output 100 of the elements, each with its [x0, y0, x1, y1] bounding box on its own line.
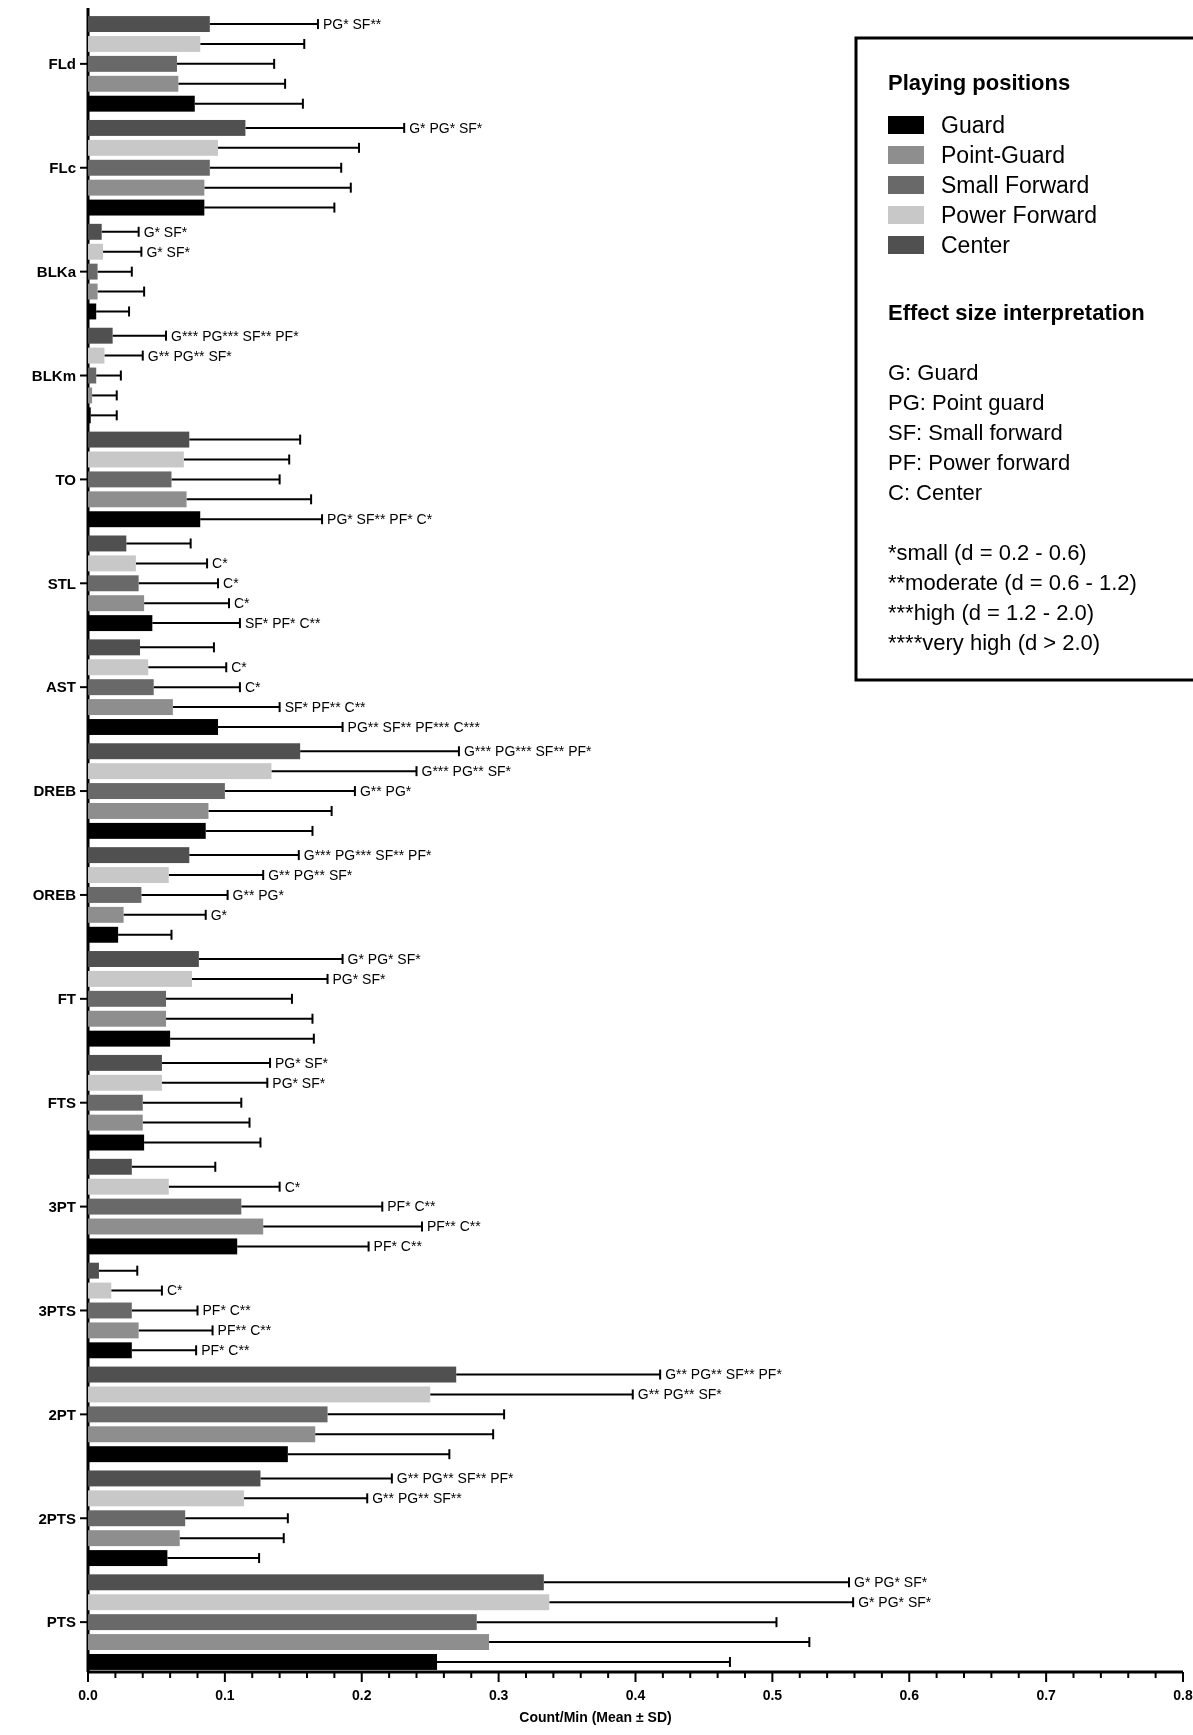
- legend-label: Guard: [941, 112, 1005, 139]
- x-tick-label: 0.8: [1173, 1687, 1193, 1703]
- y-tick-label: 2PT: [48, 1405, 76, 1423]
- bar: [88, 491, 187, 508]
- annotation: G** PG** SF*: [268, 866, 353, 883]
- bar: [88, 1054, 162, 1071]
- annotation: G* PG* SF*: [858, 1594, 932, 1611]
- bar: [88, 75, 179, 92]
- bar: [88, 1614, 477, 1631]
- bar: [88, 159, 210, 176]
- bar: [88, 283, 98, 300]
- annotation: G: Guard: [888, 360, 979, 385]
- bar: [88, 1010, 167, 1027]
- y-tick-label: FLd: [48, 55, 76, 73]
- x-tick-label: 0.6: [899, 1687, 920, 1703]
- annotation: G*** PG*** SF** PF*: [463, 743, 593, 760]
- annotation: G*** PG*** SF** PF*: [171, 327, 300, 344]
- bar: [88, 55, 177, 72]
- bar: [88, 783, 225, 800]
- bar: [88, 1470, 261, 1487]
- bar: [88, 906, 124, 923]
- annotation: PF** C**: [426, 1218, 482, 1235]
- y-tick-label: BLKm: [31, 366, 76, 384]
- bar: [88, 803, 209, 819]
- bar: [88, 867, 169, 883]
- bar: [88, 387, 93, 404]
- bar: [88, 1406, 328, 1423]
- x-axis-title: Count/Min (Mean ± SD): [519, 1709, 672, 1725]
- annotation: PG* SF**: [322, 15, 382, 32]
- annotation: PF* C**: [202, 1302, 252, 1319]
- annotation: *small (d = 0.2 - 0.6): [888, 540, 1087, 565]
- bar: [88, 1302, 132, 1319]
- bar: [88, 1530, 180, 1547]
- y-tick-label: PTS: [46, 1613, 76, 1631]
- x-tick-label: 0.5: [762, 1687, 783, 1703]
- annotation: SF: Small forward: [888, 420, 1063, 445]
- bar: [88, 35, 201, 52]
- y-tick-label: FTS: [47, 1093, 76, 1111]
- y-tick-label: AST: [46, 678, 76, 696]
- annotation: C*: [223, 575, 240, 592]
- bar: [88, 575, 139, 592]
- annotation: SF* PF* C**: [244, 615, 321, 632]
- annotation: G*: [210, 906, 228, 923]
- bar: [88, 1218, 264, 1235]
- y-tick-label: FLc: [49, 159, 76, 176]
- annotation: G* SF*: [146, 243, 191, 260]
- x-tick-label: 0.3: [488, 1687, 509, 1703]
- x-tick-label: 0.1: [215, 1687, 235, 1703]
- annotation: PG* SF*: [272, 1074, 326, 1091]
- legend-label: Center: [941, 232, 1011, 259]
- bar: [88, 1114, 143, 1131]
- legend-label: Small Forward: [941, 172, 1090, 199]
- bar: [88, 763, 272, 780]
- annotation: ****very high (d > 2.0): [888, 630, 1101, 655]
- bar: [88, 1490, 245, 1507]
- bar: [88, 1158, 132, 1175]
- y-tick-label: STL: [47, 574, 76, 592]
- annotation: **moderate (d = 0.6 - 1.2): [888, 570, 1137, 595]
- bar: [88, 1262, 99, 1279]
- x-tick-label: 0.7: [1036, 1687, 1057, 1703]
- bar: [88, 951, 199, 967]
- bar: [88, 699, 173, 716]
- annotation: G** PG** SF*: [637, 1386, 723, 1403]
- annotation: G** PG** SF*: [147, 347, 233, 364]
- x-tick-label: 0.2: [352, 1687, 372, 1703]
- bar: [88, 16, 210, 33]
- bar: [88, 1282, 112, 1299]
- annotation: G** PG** SF** PF*: [665, 1366, 783, 1383]
- bar: [88, 119, 246, 136]
- annotation: PF* C**: [387, 1198, 437, 1215]
- y-tick-label: TO: [55, 470, 77, 488]
- annotation: G* SF*: [143, 223, 188, 240]
- bar: [88, 1574, 544, 1591]
- annotation: C*: [212, 555, 229, 572]
- bar: [88, 555, 136, 572]
- bar: [88, 886, 142, 903]
- annotation: G*** PG*** SF** PF*: [303, 847, 432, 864]
- bar: [88, 1178, 169, 1195]
- x-tick-label: 0.0: [78, 1687, 98, 1703]
- bar: [88, 367, 97, 384]
- annotation: SF* PF** C**: [284, 698, 367, 715]
- legend-label: Power Forward: [941, 202, 1097, 229]
- bar: [88, 743, 301, 760]
- annotation: G** PG** SF**: [372, 1490, 463, 1507]
- annotation: C*: [231, 659, 248, 676]
- annotation: C*: [244, 679, 262, 696]
- bar: [88, 263, 98, 280]
- annotation: G** PG** SF** PF*: [396, 1470, 515, 1487]
- bar: [88, 1634, 490, 1651]
- annotation: PG* SF*: [332, 970, 386, 987]
- bar: [88, 327, 113, 344]
- annotation: C*: [233, 595, 251, 612]
- bar: [88, 1510, 186, 1527]
- bar: [88, 970, 193, 987]
- bar: [88, 347, 105, 364]
- bar: [88, 1386, 431, 1403]
- bar: [88, 1198, 242, 1215]
- annotation: G** PG*: [359, 782, 412, 799]
- bar: [88, 1366, 457, 1383]
- y-tick-label: DREB: [33, 782, 77, 800]
